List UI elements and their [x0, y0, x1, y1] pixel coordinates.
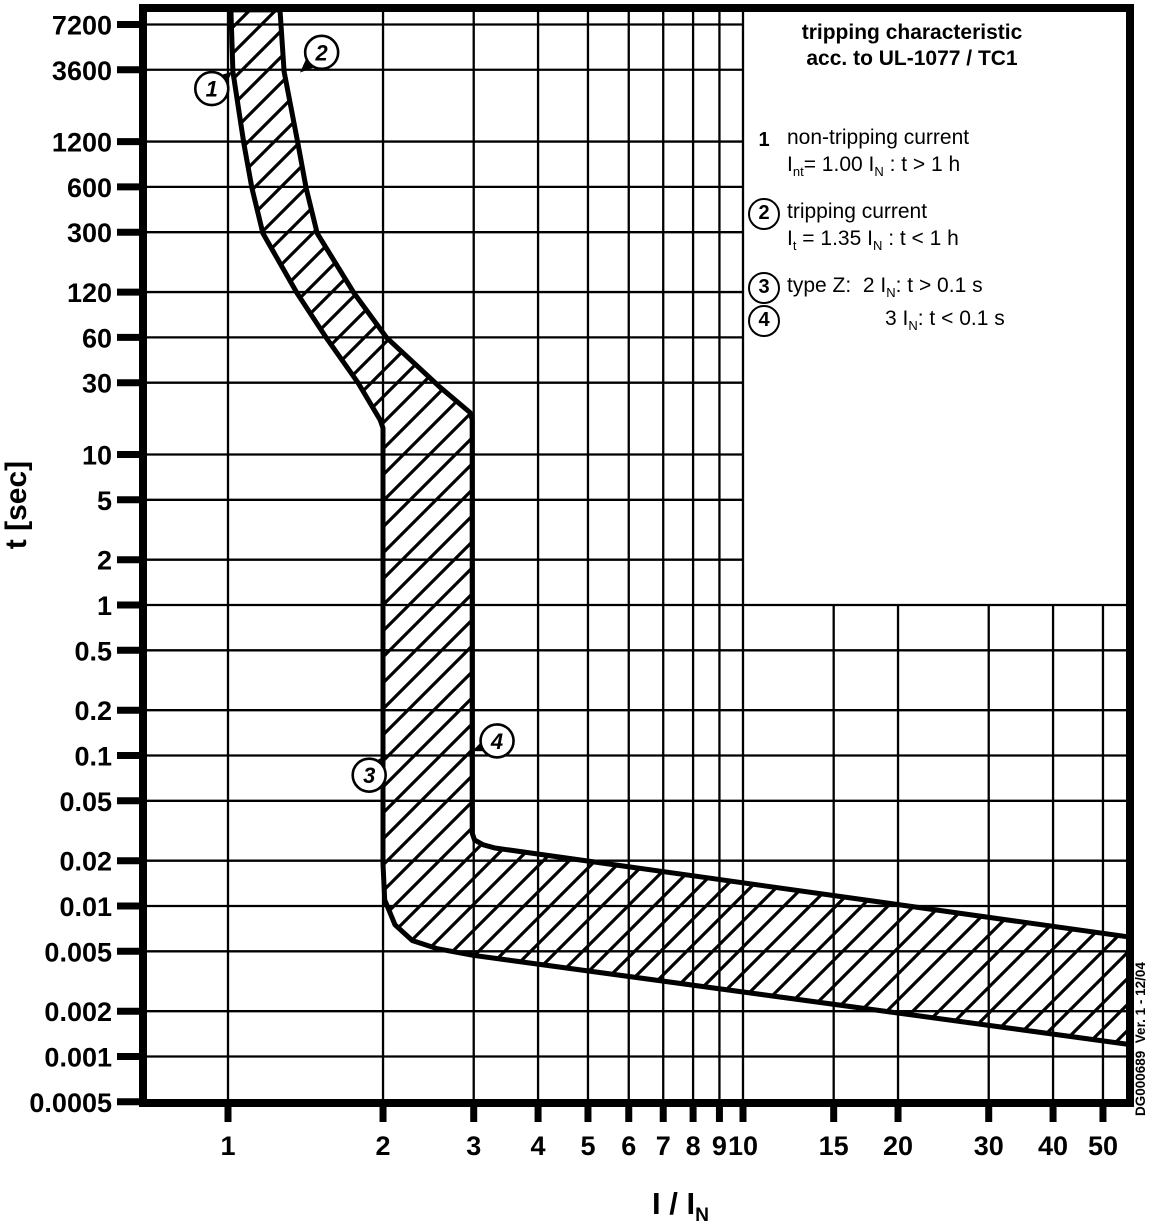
annotation-label-4: 4	[490, 729, 503, 754]
x-tick-label-4: 4	[531, 1131, 546, 1161]
legend-marker-2: 2	[748, 198, 780, 230]
axis-tick-labels: 7200360012006003001206030105210.50.20.10…	[29, 10, 1118, 1161]
legend-item-4: 4 3 IN: t < 0.1 s	[745, 305, 1005, 337]
legend-item-4-line1: 3 IN: t < 0.1 s	[885, 307, 1005, 334]
x-tick-label-3: 3	[466, 1131, 481, 1161]
legend-item-1: 1 non-tripping current Int= 1.00 IN : t …	[745, 124, 969, 178]
y-tick-label-0.0005: 0.0005	[29, 1088, 112, 1118]
plot-border	[139, 4, 1134, 1107]
y-tick-label-7200: 7200	[52, 10, 112, 40]
plot-frame	[139, 4, 1134, 1107]
legend-title-line2: acc. to UL-1077 / TC1	[806, 47, 1018, 70]
legend-marker-3: 3	[748, 272, 780, 304]
x-tick-label-5: 5	[580, 1131, 595, 1161]
annotation-circle-3	[351, 757, 387, 793]
x-tick-label-7: 7	[656, 1131, 671, 1161]
y-tick-label-3600: 3600	[52, 56, 112, 86]
y-tick-label-2: 2	[97, 546, 112, 576]
annotation-label-1: 1	[206, 77, 218, 102]
legend-item-3-line1: type Z: 2 IN: t > 0.1 s	[787, 274, 983, 301]
curve-annotations: 1 2 3 4	[193, 34, 515, 793]
y-tick-label-0.05: 0.05	[59, 787, 112, 817]
y-tick-label-60: 60	[82, 323, 112, 353]
x-tick-label-9: 9	[712, 1131, 727, 1161]
annotation-circle-1	[193, 70, 230, 107]
legend-marker-4: 4	[748, 305, 780, 337]
y-tick-label-120: 120	[67, 278, 112, 308]
axis-ticks	[117, 20, 1107, 1122]
y-tick-label-0.01: 0.01	[59, 892, 112, 922]
legend-title: tripping characteristic acc. to UL-1077 …	[745, 20, 1079, 72]
legend: tripping characteristic acc. to UL-1077 …	[745, 20, 1133, 337]
x-tick-label-1: 1	[220, 1131, 235, 1161]
x-tick-label-6: 6	[621, 1131, 636, 1161]
x-tick-label-30: 30	[974, 1131, 1004, 1161]
x-tick-label-15: 15	[819, 1131, 849, 1161]
y-tick-label-0.005: 0.005	[44, 937, 112, 967]
y-tick-label-1200: 1200	[52, 128, 112, 158]
y-tick-label-600: 600	[67, 173, 112, 203]
legend-item-2: 2 tripping current It = 1.35 IN : t < 1 …	[745, 198, 959, 252]
annotation-label-2: 2	[315, 40, 329, 65]
y-tick-label-0.001: 0.001	[44, 1043, 112, 1073]
y-tick-label-0.002: 0.002	[44, 997, 112, 1027]
legend-marker-1: 1	[758, 129, 770, 151]
y-tick-label-0.1: 0.1	[74, 742, 112, 772]
annotation-circle-2	[303, 34, 340, 71]
x-axis-title: I / IN	[652, 1186, 709, 1226]
document-number-note: DG000689 Ver. 1 - 12/04	[1133, 962, 1148, 1116]
tripping-band-region	[228, 7, 1133, 1048]
y-tick-label-0.02: 0.02	[59, 847, 112, 877]
annotation-circle-4	[479, 723, 515, 759]
x-tick-label-50: 50	[1088, 1131, 1118, 1161]
x-tick-label-40: 40	[1038, 1131, 1068, 1161]
legend-item-3: 3 type Z: 2 IN: t > 0.1 s	[745, 272, 983, 304]
x-tick-label-2: 2	[376, 1131, 391, 1161]
y-axis-title: t [sec]	[0, 460, 33, 550]
legend-item-2-line1: tripping current	[787, 200, 928, 223]
legend-title-line1: tripping characteristic	[801, 21, 1023, 44]
y-tick-label-5: 5	[97, 486, 112, 516]
x-tick-label-20: 20	[883, 1131, 913, 1161]
y-tick-label-300: 300	[67, 218, 112, 248]
legend-item-1-line2: Int= 1.00 IN : t > 1 h	[787, 153, 961, 180]
tripping-band	[228, 7, 1133, 1048]
legend-item-1-line1: non-tripping current	[787, 126, 970, 149]
x-tick-label-10: 10	[728, 1131, 758, 1161]
y-tick-label-0.5: 0.5	[74, 636, 112, 666]
y-tick-label-1: 1	[97, 591, 112, 621]
y-tick-label-30: 30	[82, 369, 112, 399]
x-tick-label-8: 8	[686, 1131, 701, 1161]
annotation-label-3: 3	[363, 763, 375, 788]
y-tick-label-10: 10	[82, 441, 112, 471]
legend-item-2-line2: It = 1.35 IN : t < 1 h	[787, 227, 959, 254]
y-tick-label-0.2: 0.2	[74, 696, 112, 726]
